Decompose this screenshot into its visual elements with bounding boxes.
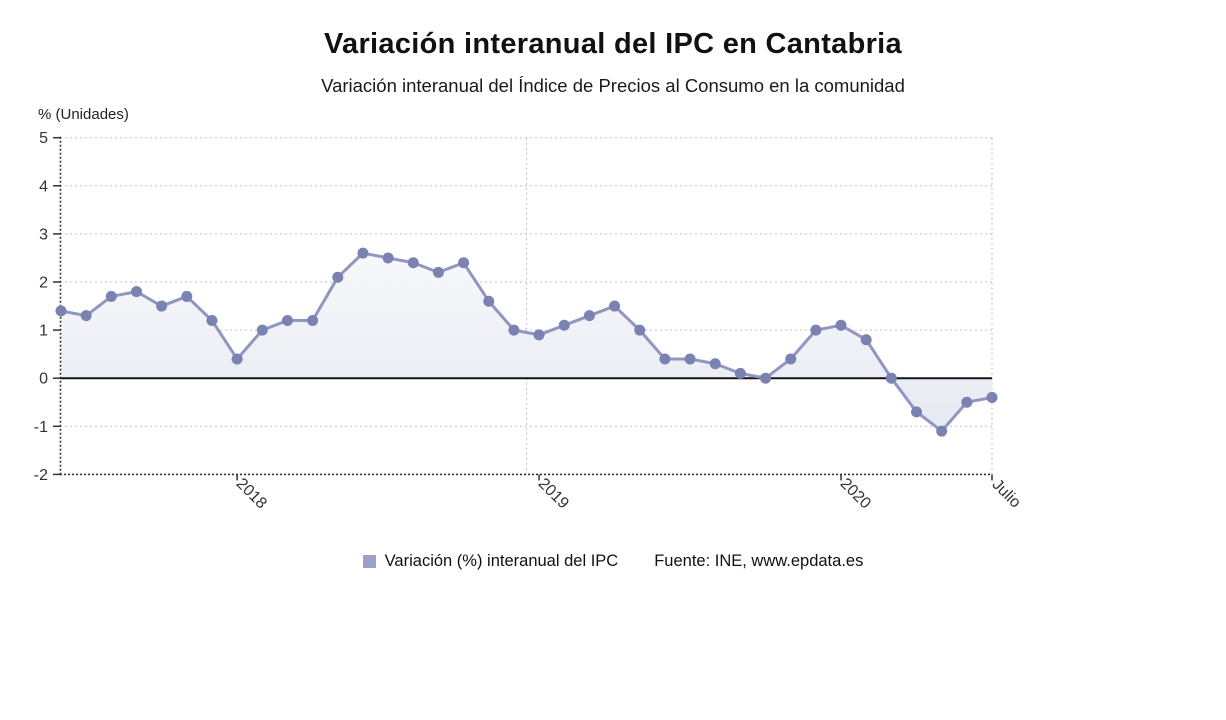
y-tick-label: -2 [34, 467, 48, 484]
data-point[interactable] [709, 358, 721, 370]
data-point[interactable] [281, 314, 293, 326]
x-tick-label: 2019 [535, 475, 572, 512]
data-point[interactable] [357, 247, 369, 259]
data-point[interactable] [432, 266, 444, 278]
data-point[interactable] [231, 353, 243, 365]
legend-label: Variación (%) interanual del IPC [384, 552, 619, 570]
y-tick-label: -1 [34, 419, 48, 436]
y-tick-label: 0 [39, 371, 48, 388]
data-point[interactable] [684, 353, 696, 365]
y-tick-label: 3 [39, 226, 48, 243]
data-point[interactable] [634, 324, 646, 336]
data-point[interactable] [885, 372, 897, 384]
data-point[interactable] [458, 257, 470, 269]
data-point[interactable] [256, 324, 268, 336]
legend-swatch-icon [362, 555, 376, 568]
y-tick-label: 1 [39, 323, 48, 340]
data-point[interactable] [483, 295, 495, 307]
data-point[interactable] [332, 271, 344, 283]
area-fill [61, 253, 992, 432]
data-point[interactable] [810, 324, 822, 336]
data-point[interactable] [181, 290, 193, 302]
data-point[interactable] [785, 353, 797, 365]
data-point[interactable] [307, 314, 319, 326]
data-point[interactable] [105, 290, 117, 302]
x-tick-label: 2018 [233, 475, 270, 512]
data-point[interactable] [55, 305, 67, 317]
data-point[interactable] [533, 329, 545, 341]
data-point[interactable] [583, 310, 595, 322]
data-point[interactable] [382, 252, 394, 264]
page-subtitle: Variación interanual del Índice de Preci… [321, 75, 905, 96]
data-point[interactable] [860, 334, 872, 346]
data-point[interactable] [609, 300, 621, 312]
data-point[interactable] [206, 314, 218, 326]
legend-item: Variación (%) interanual del IPC [362, 552, 619, 571]
source-text: Fuente: INE, www.epdata.es [654, 552, 864, 570]
data-point[interactable] [130, 286, 142, 298]
page-title: Variación interanual del IPC en Cantabri… [324, 28, 902, 60]
data-point[interactable] [407, 257, 419, 269]
data-point[interactable] [734, 367, 746, 379]
y-tick-label: 5 [39, 130, 48, 147]
data-point[interactable] [835, 319, 847, 331]
data-point[interactable] [986, 391, 998, 403]
x-tick-label: Julio [989, 476, 1024, 511]
data-point[interactable] [80, 310, 92, 322]
y-tick-label: 4 [39, 178, 48, 195]
x-tick-label: 2020 [837, 475, 874, 512]
data-point[interactable] [558, 319, 570, 331]
y-axis-caption: % (Unidades) [38, 106, 129, 123]
data-point[interactable] [911, 406, 923, 418]
y-tick-label: 2 [39, 275, 48, 292]
data-point[interactable] [659, 353, 671, 365]
data-point[interactable] [156, 300, 168, 312]
data-point[interactable] [936, 425, 948, 437]
legend-row: Variación (%) interanual del IPC Fuente:… [0, 552, 1226, 571]
data-point[interactable] [961, 396, 973, 408]
data-point[interactable] [760, 372, 772, 384]
data-point[interactable] [508, 324, 520, 336]
